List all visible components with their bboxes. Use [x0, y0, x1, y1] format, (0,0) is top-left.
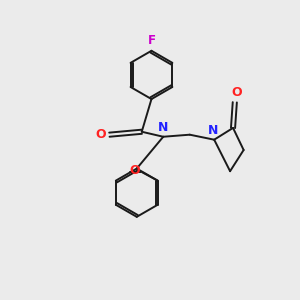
Text: O: O: [231, 86, 242, 99]
Text: N: N: [158, 122, 168, 134]
Text: N: N: [208, 124, 218, 137]
Text: O: O: [129, 164, 140, 177]
Text: O: O: [95, 128, 106, 141]
Text: F: F: [148, 34, 155, 47]
